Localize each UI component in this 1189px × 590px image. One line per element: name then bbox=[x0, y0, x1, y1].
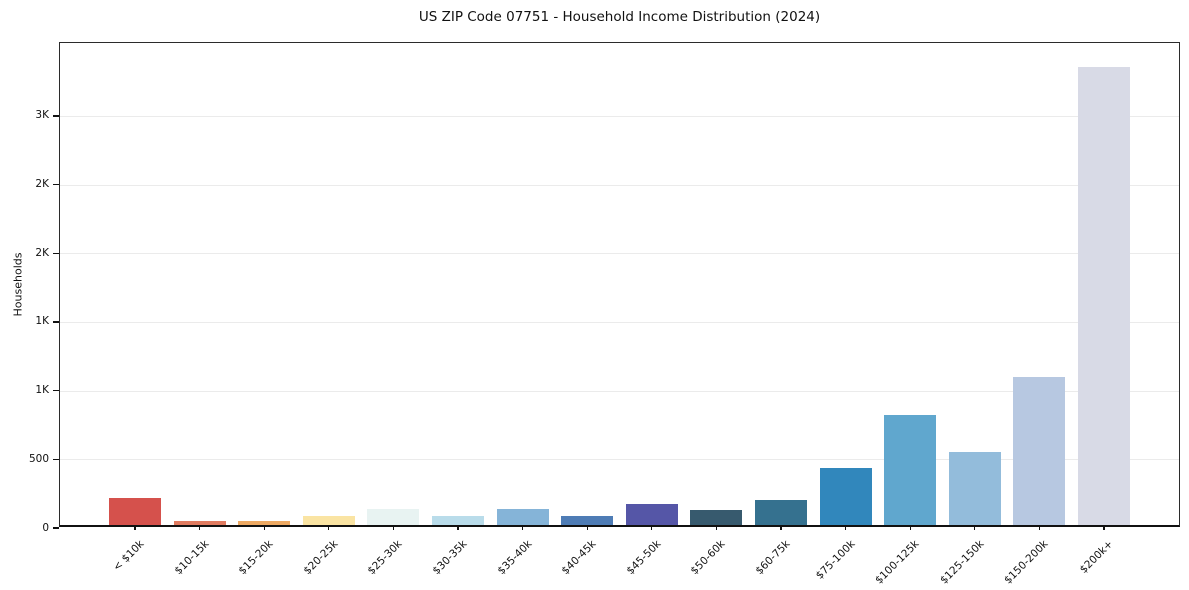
x-tick-mark bbox=[1038, 525, 1041, 530]
bar bbox=[1078, 66, 1130, 525]
y-tick-label: 1K bbox=[35, 384, 49, 397]
bar bbox=[1013, 377, 1066, 525]
bar bbox=[625, 503, 678, 525]
x-tick-label: < $10k bbox=[110, 538, 147, 574]
y-tick-mark bbox=[53, 183, 59, 186]
bar bbox=[432, 516, 484, 525]
gridline bbox=[60, 184, 1179, 186]
y-tick-label: 500 bbox=[28, 452, 49, 465]
y-tick-mark bbox=[53, 458, 59, 460]
x-tick-mark bbox=[263, 525, 265, 530]
x-tick-mark bbox=[521, 525, 524, 530]
bar bbox=[884, 415, 937, 525]
gridline bbox=[60, 321, 1179, 323]
y-tick-label: 2K bbox=[35, 178, 49, 190]
x-tick-mark bbox=[1103, 525, 1105, 530]
x-tick-mark bbox=[844, 525, 847, 530]
y-tick-label: 1K bbox=[35, 315, 49, 328]
bar bbox=[238, 520, 291, 525]
bar bbox=[496, 508, 549, 525]
x-tick-mark bbox=[974, 525, 976, 530]
y-tick-mark bbox=[53, 389, 59, 392]
x-tick-mark bbox=[586, 525, 588, 530]
gridline bbox=[60, 390, 1179, 392]
y-tick-label: 2K bbox=[35, 246, 49, 259]
gridline bbox=[60, 115, 1179, 117]
x-tick-mark bbox=[909, 525, 911, 530]
bar bbox=[819, 468, 872, 525]
plot-area: 0 500 1K 1K 2K 2K 3K < $10k $10-15k $15-20k $20-2… bbox=[29, 42, 1180, 587]
y-tick-mark bbox=[53, 115, 59, 117]
x-tick-mark bbox=[134, 525, 136, 530]
bar bbox=[173, 521, 226, 525]
bar bbox=[302, 516, 355, 525]
y-tick-mark bbox=[53, 527, 59, 529]
y-tick-label: 0 bbox=[42, 521, 49, 534]
bar bbox=[755, 499, 807, 525]
gridline bbox=[60, 253, 1179, 255]
y-tick-mark bbox=[53, 321, 59, 323]
gridline bbox=[60, 459, 1179, 461]
bar bbox=[561, 515, 614, 525]
x-tick-mark bbox=[651, 525, 653, 530]
x-tick-mark bbox=[392, 525, 395, 530]
bar bbox=[948, 451, 1001, 525]
x-tick-mark bbox=[198, 525, 201, 530]
bar bbox=[690, 510, 743, 525]
x-tick-mark bbox=[328, 525, 330, 530]
x-tick-mark bbox=[457, 525, 459, 530]
bar bbox=[109, 498, 161, 525]
bar bbox=[367, 509, 420, 525]
y-tick-mark bbox=[53, 252, 59, 254]
chart-title: US ZIP Code 07751 - Household Income Dis… bbox=[418, 9, 821, 25]
x-tick-mark bbox=[780, 525, 782, 530]
x-tick-mark bbox=[715, 525, 718, 530]
y-tick-label: 3K bbox=[35, 109, 49, 122]
